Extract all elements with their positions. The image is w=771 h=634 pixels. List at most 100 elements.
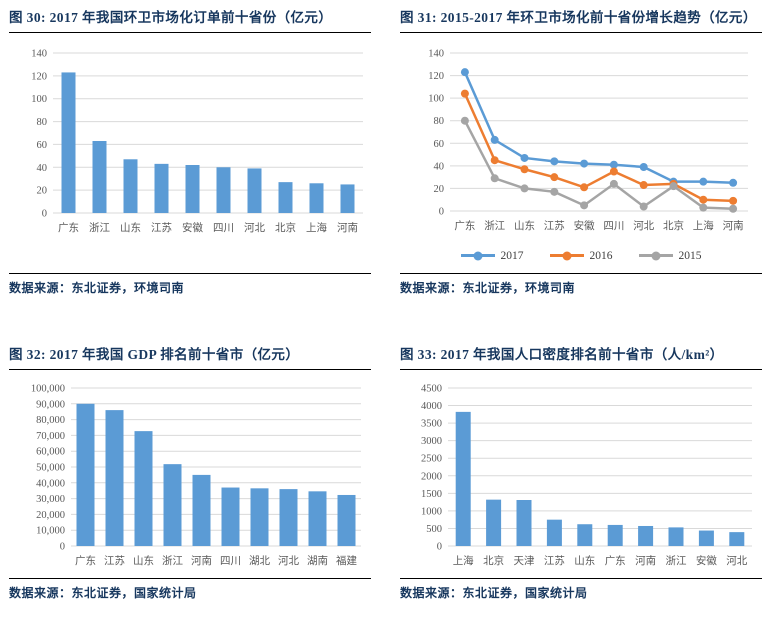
- x-axis-label: 江苏: [544, 554, 565, 567]
- line-chart-growth-trend: 0 20 40 60 80 100 120 140 广东 浙江 山东 江苏 安徽 四川 河北 北京 上海 河南: [428, 48, 748, 232]
- bar-chart-sanitation-orders: 0 20 40 60 80 100 120 140 广东 浙江 山东 江苏 安徽 四川 河北 北京 上海 河南: [31, 48, 363, 234]
- x-axis-label: 河南: [337, 221, 358, 234]
- bar-四川: [216, 166, 231, 213]
- bar-河南: [192, 474, 211, 546]
- marker-2017-浙江: [490, 135, 499, 144]
- bar-湖南: [308, 490, 327, 546]
- legend-item-2017: 2017: [460, 250, 524, 262]
- marker-2015-河北: [639, 202, 648, 211]
- bar-河南: [638, 525, 654, 546]
- marker-2015-山东: [520, 183, 529, 192]
- x-axis-label: 河北: [726, 555, 747, 567]
- figure-31-chart-area: 0 20 40 60 80 100 120 140 广东 浙江 山东 江苏 安徽 四川 河北 北京 上海 河南 2…: [400, 33, 762, 273]
- y-axis-label: 2500: [421, 453, 442, 464]
- x-axis-label: 北京: [663, 219, 684, 232]
- bar-北京: [278, 181, 293, 213]
- marker-2015-河南: [729, 204, 738, 213]
- x-axis-label: 河北: [633, 220, 655, 232]
- x-axis-label: 广东: [58, 221, 79, 234]
- y-axis-label: 100: [428, 93, 444, 104]
- bar-浙江: [668, 526, 684, 546]
- y-axis-label: 2000: [421, 471, 442, 482]
- bar-广东: [76, 403, 95, 546]
- marker-2017-江苏: [550, 156, 559, 165]
- bar-河北: [247, 167, 262, 213]
- bar-河北: [729, 531, 745, 546]
- x-axis-label: 河南: [635, 554, 656, 567]
- figure-30-source: 数据来源：东北证券，环境司南: [9, 272, 371, 296]
- legend-line-marker-icon: [638, 251, 673, 261]
- y-axis-label: 0: [42, 208, 47, 219]
- line-series-2016: [463, 92, 734, 202]
- figure-33-chart-area: 0 500 1000 1500 2000 2500 3000 3500 4000 4500 上海 北京…: [400, 370, 762, 578]
- y-axis-label: 70,000: [36, 430, 65, 441]
- marker-2017-四川: [609, 160, 618, 169]
- x-axis-label: 广东: [75, 554, 96, 567]
- y-axis-label: 140: [31, 48, 47, 59]
- y-axis-label: 20: [434, 183, 445, 194]
- bar-四川: [221, 487, 240, 546]
- y-axis-label: 120: [31, 71, 47, 82]
- bar-北京: [486, 499, 502, 546]
- legend-label: 2015: [678, 249, 702, 262]
- marker-2016-河北: [639, 180, 648, 189]
- x-axis-label: 浙江: [666, 555, 687, 567]
- marker-2015-广东: [460, 116, 469, 125]
- x-axis-label: 四川: [220, 555, 241, 567]
- y-axis-label: 60,000: [36, 446, 65, 457]
- y-axis-label: 50,000: [36, 462, 65, 473]
- x-axis-label: 河南: [191, 554, 212, 567]
- bar-天津: [516, 499, 532, 546]
- bar-广东: [61, 71, 76, 213]
- marker-2017-安徽: [580, 159, 589, 168]
- y-axis-label: 30,000: [36, 494, 65, 505]
- x-axis-label: 四川: [603, 220, 624, 232]
- y-axis-label: 0: [437, 541, 442, 552]
- marker-2016-山东: [520, 164, 529, 173]
- figure-32-title: 图 32: 2017 年我国 GDP 排名前十省市（亿元）: [9, 326, 371, 370]
- figure-31-title: 图 31: 2015-2017 年环卫市场化前十省份增长趋势（亿元）: [400, 8, 762, 33]
- x-axis-label: 安徽: [182, 221, 203, 234]
- x-axis-label: 湖北: [249, 555, 270, 567]
- legend-dot-icon: [651, 251, 660, 261]
- x-axis-label: 上海: [306, 221, 327, 234]
- x-axis-label: 湖南: [307, 554, 328, 567]
- figure-33-source: 数据来源：东北证券，国家统计局: [400, 577, 762, 601]
- line-series-2017: [463, 71, 734, 184]
- x-axis-label: 北京: [275, 221, 296, 234]
- y-axis-label: 140: [428, 48, 444, 59]
- marker-2016-安徽: [580, 182, 589, 191]
- y-axis-label: 80: [37, 117, 48, 128]
- bar-安徽: [698, 530, 714, 546]
- x-axis-label: 浙江: [484, 220, 505, 232]
- marker-2016-上海: [699, 195, 708, 204]
- bar-浙江: [92, 140, 107, 213]
- chart-legend: 2017 2016 2015: [400, 250, 762, 262]
- legend-line-marker-icon: [549, 251, 584, 261]
- y-axis-label: 3500: [421, 418, 442, 429]
- y-axis-label: 60: [37, 139, 48, 150]
- legend-item-2015: 2015: [638, 249, 702, 262]
- bar-湖北: [250, 487, 269, 546]
- x-axis-label: 天津: [514, 555, 535, 567]
- y-axis-label: 4500: [421, 383, 442, 394]
- bar-江苏: [546, 519, 562, 546]
- marker-2017-上海: [699, 177, 708, 186]
- bar-山东: [123, 158, 138, 213]
- x-axis-label: 山东: [120, 221, 141, 234]
- x-axis-label: 上海: [453, 554, 474, 567]
- y-axis-label: 60: [434, 138, 445, 149]
- figure-32-source: 数据来源：东北证券，国家统计局: [9, 577, 371, 601]
- x-axis-label: 河北: [244, 222, 265, 234]
- figure-panel-31: 图 31: 2015-2017 年环卫市场化前十省份增长趋势（亿元） 0 20 40…: [400, 8, 762, 296]
- bar-chart-population-density: 0 500 1000 1500 2000 2500 3000 3500 4000 4500 上海 北京…: [421, 383, 752, 567]
- marker-2017-河北: [639, 162, 648, 171]
- bar-广东: [607, 524, 623, 546]
- marker-2017-山东: [520, 153, 529, 162]
- figure-33-title: 图 33: 2017 年我国人口密度排名前十省市（人/km²）: [400, 326, 762, 370]
- legend-item-2016: 2016: [549, 250, 613, 262]
- x-axis-label: 江苏: [544, 219, 565, 232]
- marker-2015-四川: [609, 179, 618, 188]
- marker-2015-北京: [669, 181, 678, 190]
- bar-山东: [577, 523, 593, 546]
